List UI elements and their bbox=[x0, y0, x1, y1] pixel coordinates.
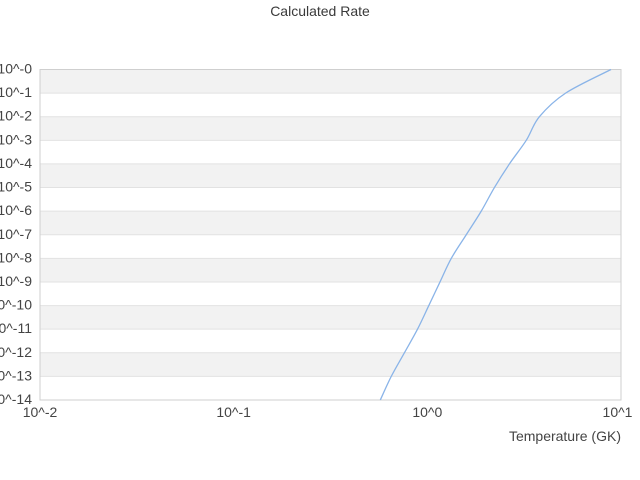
svg-text:10^-11: 10^-11 bbox=[0, 320, 32, 336]
svg-text:10^0: 10^0 bbox=[412, 404, 442, 420]
svg-text:10^-1: 10^-1 bbox=[0, 84, 32, 100]
svg-text:10^-13: 10^-13 bbox=[0, 367, 32, 383]
svg-text:10^-2: 10^-2 bbox=[0, 108, 32, 124]
svg-text:10^-7: 10^-7 bbox=[0, 226, 32, 242]
svg-text:10^-12: 10^-12 bbox=[0, 344, 32, 360]
svg-text:10^1: 10^1 bbox=[603, 404, 633, 420]
svg-text:10^-3: 10^-3 bbox=[0, 131, 32, 147]
svg-text:10^-8: 10^-8 bbox=[0, 249, 32, 265]
svg-text:10^-10: 10^-10 bbox=[0, 297, 32, 313]
svg-text:10^-0: 10^-0 bbox=[0, 61, 32, 77]
svg-text:10^-6: 10^-6 bbox=[0, 202, 32, 218]
svg-text:10^-1: 10^-1 bbox=[216, 404, 251, 420]
svg-text:Temperature (GK): Temperature (GK) bbox=[509, 428, 621, 444]
svg-text:10^-2: 10^-2 bbox=[23, 404, 58, 420]
svg-text:10^-4: 10^-4 bbox=[0, 155, 32, 171]
svg-text:10^-9: 10^-9 bbox=[0, 273, 32, 289]
svg-text:10^-5: 10^-5 bbox=[0, 179, 32, 195]
